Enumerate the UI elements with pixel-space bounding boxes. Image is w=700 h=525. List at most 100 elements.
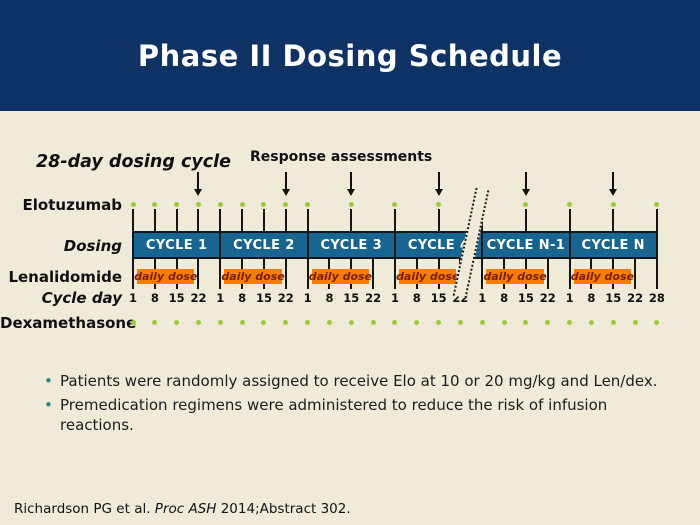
cycle-day-number: 1 — [478, 291, 487, 305]
elotuzumab-tick — [306, 209, 309, 231]
cycle-day-tick — [655, 259, 658, 289]
cycle-bar: CYCLE N — [568, 231, 658, 259]
row-label-dexamethasone: Dexamethasone — [0, 314, 137, 332]
daily-dose-box: daily dose — [396, 269, 460, 284]
elotuzumab-dose-dot — [654, 202, 660, 207]
elotuzumab-tick — [175, 209, 178, 231]
cycle-day-tick — [568, 259, 571, 289]
elotuzumab-dose-dot — [217, 202, 223, 207]
elotuzumab-dose-dot — [261, 202, 267, 207]
response-arrow — [194, 172, 203, 196]
cycle-day-number: 15 — [255, 291, 272, 305]
daily-dose-box: daily dose — [308, 269, 373, 284]
response-arrow — [609, 172, 618, 196]
slide-header: Phase II Dosing Schedule — [0, 0, 700, 111]
elotuzumab-dose-dot — [239, 202, 245, 207]
cycle-day-number: 15 — [168, 291, 185, 305]
cycle-day-tick — [393, 259, 396, 289]
elotuzumab-tick — [262, 209, 265, 231]
cycle-day-number: 22 — [539, 291, 556, 305]
dexamethasone-dose-dot — [261, 320, 267, 325]
dexamethasone-dose-dot — [436, 320, 442, 325]
elotuzumab-dose-dot — [174, 202, 180, 207]
bullet-item: • Patients were randomly assigned to rec… — [38, 371, 660, 392]
footer-citation: Richardson PG et al. Proc ASH 2014;Abstr… — [14, 501, 351, 517]
elotuzumab-tick — [655, 209, 658, 231]
cycle-day-number: 8 — [500, 291, 509, 305]
elotuzumab-dose-dot — [567, 202, 573, 207]
response-arrow — [521, 172, 530, 196]
dexamethasone-dose-dot — [523, 320, 529, 325]
cycle-day-tick — [197, 259, 200, 289]
dexamethasone-dose-dot — [370, 320, 376, 325]
cycle-day-tick — [634, 259, 637, 289]
daily-dose-box: daily dose — [570, 269, 634, 284]
dexamethasone-dose-dot — [174, 320, 180, 325]
elotuzumab-dose-dot — [130, 202, 136, 207]
elotuzumab-dose-dot — [392, 202, 398, 207]
cycle-day-number: 28 — [648, 291, 665, 305]
cycle-bar: CYCLE 1 — [132, 231, 222, 259]
row-label-dosing: Dosing — [63, 237, 122, 255]
cycle-day-tick — [219, 259, 222, 289]
elotuzumab-tick — [284, 209, 287, 231]
citation-suffix: 2014;Abstract 302. — [216, 501, 351, 517]
cycle-day-tick — [372, 259, 375, 289]
dexamethasone-dose-dot — [457, 320, 463, 325]
elotuzumab-tick — [568, 209, 571, 231]
elotuzumab-dose-dot — [305, 202, 311, 207]
dexamethasone-dose-dot — [545, 320, 551, 325]
bullet-marker-icon: • — [44, 395, 53, 414]
cycle-day-number: 15 — [517, 291, 534, 305]
citation-prefix: Richardson PG et al. — [14, 501, 155, 517]
response-arrow — [281, 172, 290, 196]
bullet-marker-icon: • — [44, 372, 53, 390]
daily-dose-box: daily dose — [221, 269, 285, 284]
cycle-day-number: 8 — [238, 291, 247, 305]
dexamethasone-dose-dot — [326, 320, 332, 325]
elotuzumab-tick — [197, 209, 200, 231]
elotuzumab-tick — [437, 209, 440, 231]
cycle-day-number: 22 — [190, 291, 207, 305]
cycle-day-number: 1 — [128, 291, 137, 305]
cycle-day-number: 1 — [565, 291, 574, 305]
cycle-day-number: 22 — [365, 291, 382, 305]
page-title: Phase II Dosing Schedule — [137, 38, 563, 73]
elotuzumab-tick — [219, 209, 222, 231]
dexamethasone-dose-dot — [152, 320, 158, 325]
cycle-bar: CYCLE N-1 — [481, 231, 571, 259]
dexamethasone-dose-dot — [130, 320, 136, 325]
dexamethasone-dose-dot — [479, 320, 485, 325]
dexamethasone-dose-dot — [392, 320, 398, 325]
cycle-day-number: 8 — [150, 291, 159, 305]
cycle-day-tick — [481, 259, 484, 289]
dexamethasone-dose-dot — [414, 320, 420, 325]
row-label-cycle-day: Cycle day — [41, 289, 122, 307]
elotuzumab-tick — [393, 209, 396, 231]
cycle-day-tick — [132, 259, 134, 289]
dexamethasone-dose-dot — [501, 320, 507, 325]
elotuzumab-tick — [132, 209, 134, 231]
cycle-day-tick — [284, 259, 287, 289]
cycle-day-number: 8 — [587, 291, 596, 305]
cycle-bar: CYCLE 2 — [219, 231, 309, 259]
dexamethasone-dose-dot — [195, 320, 201, 325]
cycle-day-tick — [306, 259, 309, 289]
elotuzumab-dose-dot — [610, 202, 616, 207]
daily-dose-box: daily dose — [134, 269, 198, 284]
cycle-bar: CYCLE 3 — [306, 231, 396, 259]
elotuzumab-tick — [350, 209, 353, 231]
bullet-list: • Patients were randomly assigned to rec… — [38, 371, 660, 439]
elotuzumab-dose-dot — [348, 202, 354, 207]
daily-dose-box: daily dose — [483, 269, 547, 284]
elotuzumab-dose-dot — [195, 202, 201, 207]
cycle-day-number: 15 — [430, 291, 447, 305]
dexamethasone-dose-dot — [567, 320, 573, 325]
elotuzumab-tick — [241, 209, 244, 231]
citation-journal: Proc ASH — [154, 501, 217, 517]
dexamethasone-dose-dot — [305, 320, 311, 325]
cycle-day-number: 8 — [325, 291, 334, 305]
dexamethasone-dose-dot — [348, 320, 354, 325]
